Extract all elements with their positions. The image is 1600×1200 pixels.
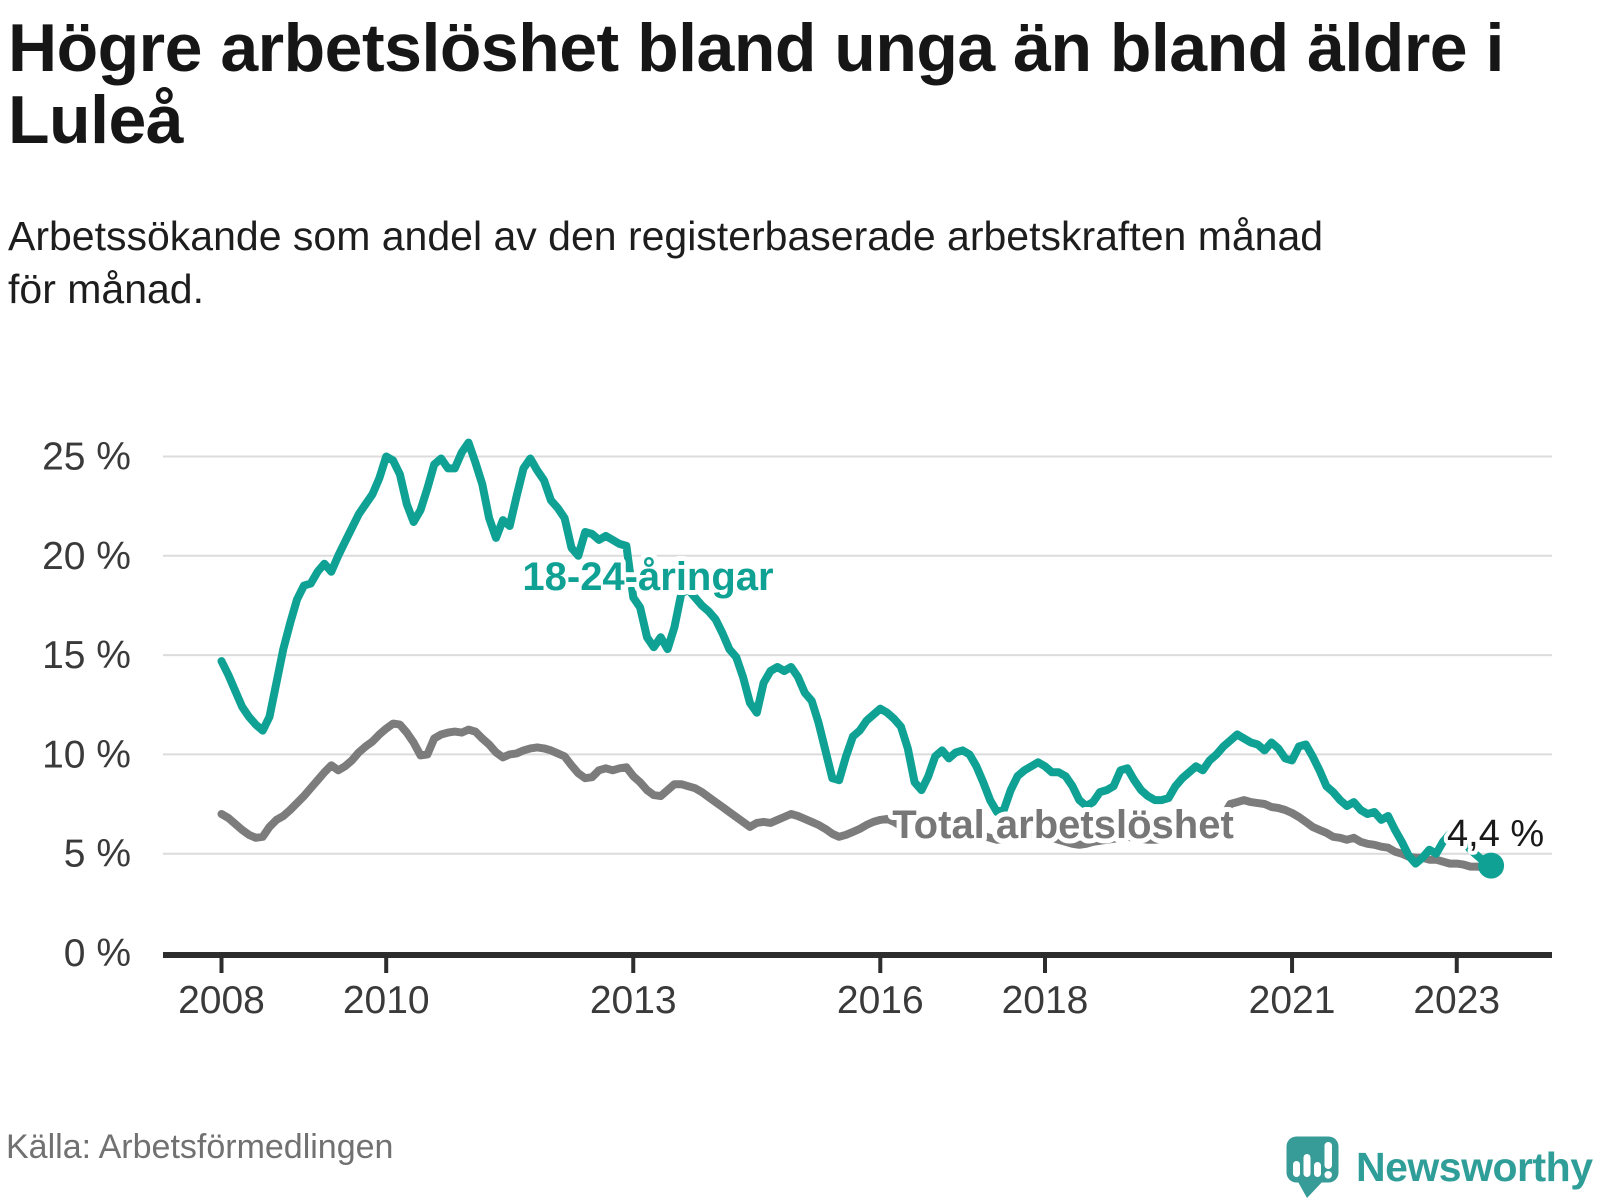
series-line-youth <box>217 438 1496 870</box>
series-lines <box>217 438 1505 879</box>
y-tick-label-5: 5 % <box>64 833 131 876</box>
logo-bar-medium <box>1314 1162 1321 1177</box>
y-tick-label-10: 10 % <box>42 733 131 776</box>
y-tick-label-0: 0 % <box>64 932 131 975</box>
y-tick-label-15: 15 % <box>42 634 131 677</box>
page-subtitle: Arbetssökande som andel av den registerb… <box>8 213 1324 313</box>
x-tick-label-2008: 2008 <box>178 979 265 1022</box>
logo-pin-tail <box>1297 1180 1324 1198</box>
x-tick-label-2018: 2018 <box>1002 979 1089 1022</box>
page-title: Högre arbetslöshet bland unga än bland ä… <box>8 10 1504 159</box>
x-tick-label-2016: 2016 <box>837 979 924 1022</box>
total-series-label: Total arbetslöshet <box>892 803 1234 847</box>
newsworthy-wordmark: Newsworthy <box>1356 1144 1593 1190</box>
newsworthy-bar-chart-pin-icon <box>1286 1136 1339 1198</box>
end-point-marker <box>1478 852 1505 879</box>
gridlines <box>163 455 1552 855</box>
x-tick-label-2023: 2023 <box>1413 979 1500 1022</box>
end-value-label: 4,4 % <box>1447 813 1544 855</box>
x-tick-label-2021: 2021 <box>1249 979 1336 1022</box>
x-tick-label-2010: 2010 <box>343 979 430 1022</box>
youth-series-label: 18-24-åringar <box>522 555 773 599</box>
x-axis <box>163 952 1552 973</box>
y-axis-labels: 0 % 5 % 10 % 15 % 20 % 25 % <box>42 436 131 976</box>
logo-exclamation-dot <box>1324 1171 1332 1179</box>
logo-bar-short <box>1293 1161 1300 1177</box>
logo-exclamation-bar <box>1324 1142 1332 1169</box>
y-tick-label-25: 25 % <box>42 436 131 479</box>
x-axis-labels: 2008 2010 2013 2016 2018 2021 2023 <box>178 979 1500 1022</box>
x-tick-label-2013: 2013 <box>590 979 677 1022</box>
newsworthy-logo: Newsworthy <box>1286 1136 1596 1200</box>
source-note: Källa: Arbetsförmedlingen <box>6 1128 394 1166</box>
series-line-total <box>217 719 1496 872</box>
logo-bar-tall <box>1303 1154 1311 1177</box>
y-tick-label-20: 20 % <box>42 535 131 578</box>
